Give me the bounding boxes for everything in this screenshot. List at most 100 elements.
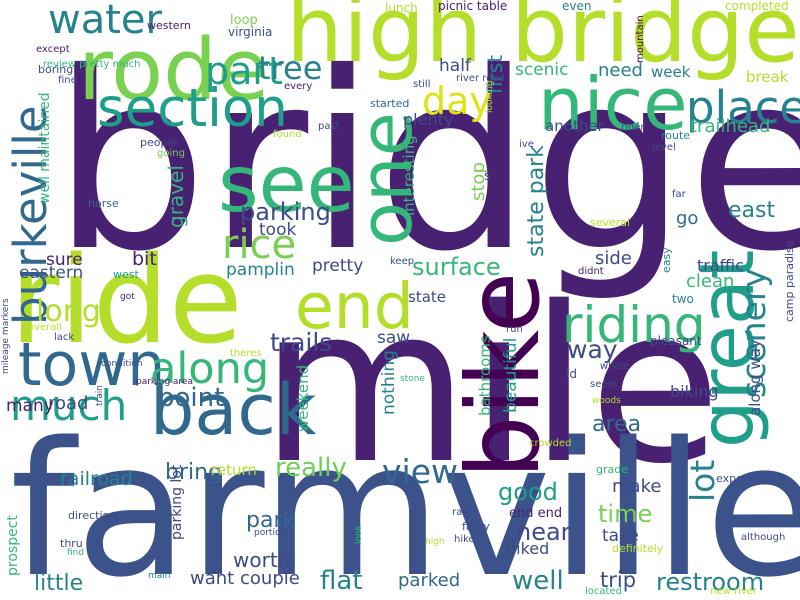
word-keep: keep xyxy=(390,256,415,267)
word-run: run xyxy=(506,324,523,335)
word-pretty: pretty xyxy=(312,256,364,276)
word-end: end xyxy=(295,270,414,343)
word-although: although xyxy=(741,532,786,543)
word-easy: easy xyxy=(660,247,673,273)
word-gravel: gravel xyxy=(164,165,188,228)
word-picnic-table: picnic table xyxy=(438,0,508,13)
word-loop: loop xyxy=(230,13,258,28)
word-break: break xyxy=(746,68,789,86)
word-plenty: plenty xyxy=(403,110,454,129)
word-parking-area: parking area xyxy=(136,377,193,387)
word-crowded: crowded xyxy=(529,438,572,449)
word-go: go xyxy=(676,208,699,229)
word-pleasant: pleasant xyxy=(650,334,702,348)
word-rice: rice xyxy=(222,222,297,268)
word-level: level xyxy=(652,142,676,153)
word-except: except xyxy=(36,44,70,55)
word-day: day xyxy=(422,79,492,123)
word-high: high xyxy=(425,537,445,547)
word-trailhead: trailhead xyxy=(690,116,771,137)
word-make: make xyxy=(612,476,662,497)
word-half: half xyxy=(439,56,471,76)
word-road: road xyxy=(48,393,89,414)
word-really: really xyxy=(275,453,347,483)
word-mile: mile xyxy=(260,260,722,511)
word-located: located xyxy=(585,586,622,597)
word-camp-paradise: camp paradise xyxy=(783,240,796,322)
word-new-river: new river xyxy=(710,586,757,597)
word-trails: trails xyxy=(270,328,333,357)
word-boring: boring xyxy=(38,63,74,76)
word-along-way: along way xyxy=(746,339,764,416)
word-western: western xyxy=(147,19,191,32)
word-side: side xyxy=(595,248,632,269)
word-several: several xyxy=(590,216,631,229)
word-much: much xyxy=(10,381,128,430)
word-experience: experience xyxy=(716,472,777,485)
word-couple: couple xyxy=(240,568,300,589)
word-rode: rode xyxy=(78,21,270,120)
word-train: train xyxy=(95,385,105,406)
word-return: return xyxy=(211,461,257,479)
word-looking: looking xyxy=(485,80,495,113)
word-trip: trip xyxy=(600,568,637,592)
word-another: another xyxy=(545,117,604,135)
word-find: find xyxy=(67,548,85,558)
word-point: point xyxy=(158,383,225,413)
word-rider: rider xyxy=(621,122,645,133)
word-nothing: nothing xyxy=(379,350,399,415)
word-many: many xyxy=(6,396,54,416)
word-completed: completed xyxy=(725,0,789,13)
word-place: place xyxy=(686,81,800,134)
word-definitely: definitely xyxy=(612,542,664,555)
word-state: state xyxy=(408,288,446,306)
word-view: view xyxy=(382,452,458,491)
word-still: still xyxy=(413,79,431,90)
word-mountain: mountain xyxy=(635,15,646,63)
word-overall: overall xyxy=(28,322,62,333)
word-near: near xyxy=(516,518,571,546)
word-two: two xyxy=(672,292,694,306)
word-scenic: scenic xyxy=(515,60,569,80)
word-past: past xyxy=(318,121,340,132)
word-started: started xyxy=(370,97,410,110)
word-found: found xyxy=(273,129,302,140)
word-lunch: lunch xyxy=(385,1,418,15)
word-little: little xyxy=(34,571,84,596)
word-bathrooms: bathrooms xyxy=(476,335,494,416)
word-parked: parked xyxy=(398,570,461,591)
word-bit: bit xyxy=(132,248,157,270)
word-see: see xyxy=(218,140,355,230)
word-long: long xyxy=(36,294,101,329)
word-going: going xyxy=(157,148,185,159)
word-week: week xyxy=(651,63,691,81)
word-bring: bring xyxy=(165,460,223,485)
word-need: need xyxy=(598,60,643,81)
word-tree: tree xyxy=(258,49,323,87)
word-time: time xyxy=(598,500,653,528)
word-worth: worth xyxy=(233,548,291,572)
word-back: back xyxy=(150,369,317,451)
word-east: east xyxy=(728,198,776,223)
word-take: take xyxy=(602,526,639,546)
word-woods: woods xyxy=(592,396,621,406)
word-weekend: weekend xyxy=(294,365,312,433)
word-interesting: interesting xyxy=(400,135,418,216)
word-pamplin: pamplin xyxy=(226,260,295,280)
word-restroom: restroom xyxy=(656,568,765,596)
word-part: part xyxy=(205,49,283,93)
word-along: along xyxy=(150,344,270,394)
word-water: water xyxy=(48,0,162,43)
word-river-road: river road xyxy=(456,73,505,84)
word-well: well xyxy=(512,566,564,596)
word-west: west xyxy=(113,268,139,281)
word-biked: biked xyxy=(506,539,550,558)
word-parking: parking xyxy=(240,198,331,226)
word-saw: saw xyxy=(377,328,411,348)
word-railroad: railroad xyxy=(60,468,133,490)
word-route: route xyxy=(661,129,691,142)
word-took: took xyxy=(259,220,297,240)
word-want: want xyxy=(190,568,235,589)
word-condition: condition xyxy=(101,359,143,369)
